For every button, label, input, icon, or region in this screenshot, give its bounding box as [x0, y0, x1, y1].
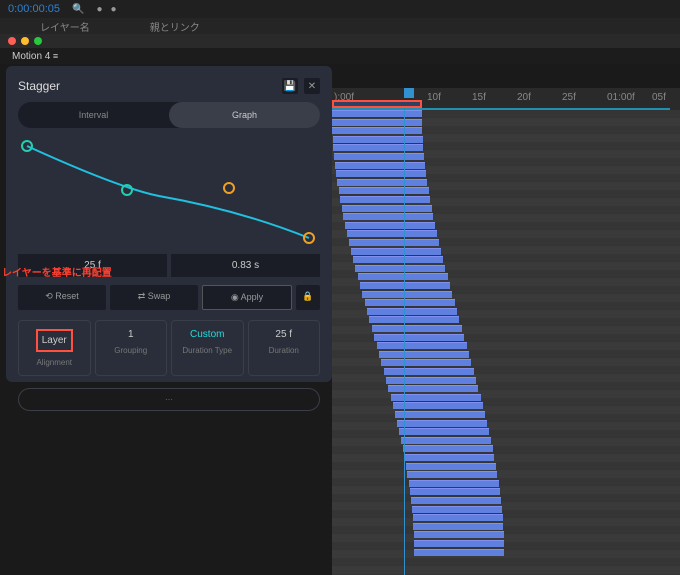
clip-bar[interactable]	[351, 248, 441, 255]
clip-bar[interactable]	[355, 265, 445, 272]
clip-bar[interactable]	[365, 299, 455, 306]
clip-bar[interactable]	[362, 291, 452, 298]
clip-bar[interactable]	[335, 162, 425, 169]
clip-bar[interactable]	[410, 488, 500, 495]
clip-bar[interactable]	[393, 402, 483, 409]
tick: 20f	[517, 92, 531, 103]
clip-bar[interactable]	[397, 420, 487, 427]
clip-bar[interactable]	[384, 368, 474, 375]
col-parent: 親とリンク	[150, 19, 200, 34]
clip-bar[interactable]	[377, 342, 467, 349]
apply-button[interactable]: ◉ Apply	[202, 285, 292, 310]
clip-bar[interactable]	[334, 153, 424, 160]
timeline-tracks[interactable]	[332, 110, 680, 575]
mode-segment: Interval Graph	[18, 102, 320, 128]
tick: 05f	[652, 92, 666, 103]
reset-button[interactable]: ⟲ Reset	[18, 285, 106, 310]
tab-graph[interactable]: Graph	[169, 102, 320, 128]
clip-bar[interactable]	[367, 308, 457, 315]
legend: ●●	[96, 4, 116, 15]
maximize-icon[interactable]	[34, 37, 42, 45]
clip-bar[interactable]	[337, 179, 427, 186]
clip-bar[interactable]	[332, 127, 422, 134]
clip-bar[interactable]	[379, 351, 469, 358]
clip-bar[interactable]	[399, 428, 489, 435]
stagger-panel: Stagger 💾 ✕ Interval Graph 25 f 0.83 s ⟲…	[6, 66, 332, 382]
timecode[interactable]: 0:00:00:05	[8, 3, 60, 15]
clip-bar[interactable]	[339, 187, 429, 194]
timeline-ruler[interactable]: ):00f 10f 15f 20f 25f 01:00f 05f	[332, 88, 680, 110]
clip-bar[interactable]	[395, 411, 485, 418]
playhead-icon[interactable]	[404, 88, 414, 98]
clip-bar[interactable]	[358, 273, 448, 280]
clip-bar[interactable]	[409, 480, 499, 487]
curve-graph[interactable]	[18, 138, 320, 248]
clip-bar[interactable]	[374, 334, 464, 341]
tick: 01:00f	[607, 92, 635, 103]
clip-bar[interactable]	[347, 230, 437, 237]
prop-duration-type[interactable]: Custom Duration Type	[171, 320, 244, 376]
search-icon[interactable]: 🔍	[72, 4, 84, 15]
work-area-marker[interactable]	[332, 100, 422, 108]
time-value[interactable]: 0.83 s	[171, 254, 320, 277]
lock-button[interactable]: 🔒	[296, 285, 320, 310]
clip-bar[interactable]	[372, 325, 462, 332]
clip-bar[interactable]	[369, 316, 459, 323]
clip-bar[interactable]	[345, 222, 435, 229]
clip-bar[interactable]	[404, 454, 494, 461]
clip-bar[interactable]	[401, 437, 491, 444]
prop-alignment[interactable]: Layer Alignment	[18, 320, 91, 376]
clip-bar[interactable]	[342, 205, 432, 212]
clip-bar[interactable]	[414, 531, 504, 538]
clip-bar[interactable]	[406, 463, 496, 470]
clip-bar[interactable]	[413, 514, 503, 521]
tick: 15f	[472, 92, 486, 103]
column-headers: レイヤー名 親とリンク	[0, 18, 680, 34]
clip-bar[interactable]	[413, 523, 503, 530]
clip-bar[interactable]	[411, 497, 501, 504]
clip-bar[interactable]	[381, 359, 471, 366]
clip-bar[interactable]	[333, 136, 423, 143]
top-bar: 0:00:00:05 🔍 ●●	[0, 0, 680, 18]
close-panel-icon[interactable]: ✕	[304, 78, 320, 94]
tick: 10f	[427, 92, 441, 103]
tick: 25f	[562, 92, 576, 103]
clip-bar[interactable]	[349, 239, 439, 246]
prop-grouping[interactable]: 1 Grouping	[95, 320, 168, 376]
clip-bar[interactable]	[332, 110, 422, 117]
swap-button[interactable]: ⇄ Swap	[110, 285, 198, 310]
panel-tab[interactable]: Motion 4 ≡	[0, 48, 680, 64]
col-layer: レイヤー名	[40, 19, 90, 34]
clip-bar[interactable]	[343, 213, 433, 220]
clip-bar[interactable]	[407, 471, 497, 478]
playhead-line	[404, 110, 405, 575]
tab-interval[interactable]: Interval	[18, 102, 169, 128]
clip-bar[interactable]	[336, 170, 426, 177]
clip-bar[interactable]	[332, 119, 422, 126]
clip-bar[interactable]	[414, 549, 504, 556]
panel-title: Stagger	[18, 79, 60, 93]
clip-bar[interactable]	[353, 256, 443, 263]
clip-bar[interactable]	[403, 445, 493, 452]
panel-footer-button[interactable]: ⋯	[18, 388, 320, 411]
clip-bar[interactable]	[388, 385, 478, 392]
window-controls	[0, 34, 680, 48]
clip-bar[interactable]	[386, 377, 476, 384]
annotation-text: レイヤーを基準に再配置	[2, 264, 112, 279]
close-icon[interactable]	[8, 37, 16, 45]
save-icon[interactable]: 💾	[282, 78, 298, 94]
clip-bar[interactable]	[333, 144, 423, 151]
clip-bar[interactable]	[412, 506, 502, 513]
minimize-icon[interactable]	[21, 37, 29, 45]
prop-duration[interactable]: 25 f Duration	[248, 320, 321, 376]
clip-bar[interactable]	[414, 540, 504, 547]
clip-bar[interactable]	[340, 196, 430, 203]
